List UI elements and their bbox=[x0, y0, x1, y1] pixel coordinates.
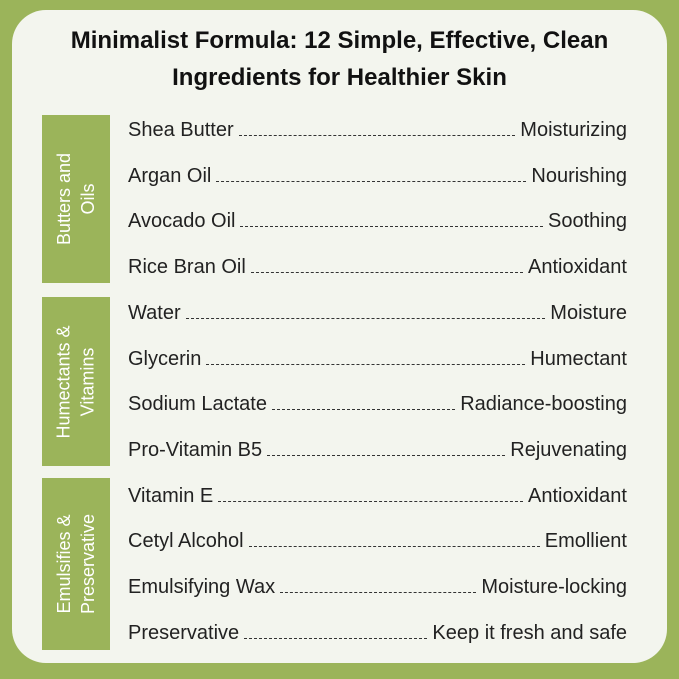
dotted-leader bbox=[206, 363, 526, 365]
dotted-leader bbox=[271, 409, 456, 411]
ingredient-benefit: Antioxidant bbox=[528, 256, 627, 279]
ingredient-benefit: Moisture bbox=[550, 301, 627, 324]
ingredient-benefit: Nourishing bbox=[531, 164, 627, 187]
ingredient-name: Argan Oil bbox=[128, 164, 212, 187]
group-label: Butters and Oils bbox=[54, 152, 98, 246]
ingredient-row: Pro-Vitamin B5 Rejuvenating bbox=[128, 432, 627, 462]
ingredient-name: Water bbox=[128, 301, 181, 324]
ingredient-row: Glycerin Humectant bbox=[128, 341, 627, 371]
ingredient-name: Pro-Vitamin B5 bbox=[128, 438, 263, 461]
group-label: Emulsifies & Preservative bbox=[54, 513, 99, 615]
ingredient-benefit: Moisturizing bbox=[520, 119, 627, 141]
ingredient-row: Water Moisture bbox=[128, 295, 627, 325]
ingredient-row: Cetyl Alcohol Emollient bbox=[128, 523, 627, 553]
dotted-leader bbox=[248, 546, 540, 548]
ingredient-benefit: Antioxidant bbox=[528, 484, 627, 507]
page-title: Minimalist Formula: 12 Simple, Effective… bbox=[0, 22, 679, 96]
ingredient-benefit: Moisture-locking bbox=[481, 576, 627, 598]
group-humectants-vitamins: Humectants & Vitamins bbox=[42, 297, 110, 466]
ingredient-name: Vitamin E bbox=[128, 484, 214, 507]
ingredient-name: Rice Bran Oil bbox=[128, 256, 246, 279]
ingredient-row: Avocado Oil Soothing bbox=[128, 203, 627, 233]
dotted-leader bbox=[240, 226, 544, 228]
ingredient-row: Argan Oil Nourishing bbox=[128, 158, 627, 188]
ingredient-name: Cetyl Alcohol bbox=[128, 530, 244, 553]
ingredient-benefit: Emollient bbox=[544, 530, 627, 553]
dotted-leader bbox=[280, 592, 477, 593]
dotted-leader bbox=[250, 272, 524, 274]
ingredient-row: Vitamin E Antioxidant bbox=[128, 478, 627, 508]
ingredient-row: Rice Bran Oil Antioxidant bbox=[128, 249, 627, 279]
ingredient-name: Emulsifying Wax bbox=[128, 576, 276, 598]
ingredient-name: Glycerin bbox=[128, 347, 202, 370]
ingredient-benefit: Keep it fresh and safe bbox=[432, 621, 627, 644]
ingredient-benefit: Rejuvenating bbox=[510, 438, 627, 461]
ingredient-row: Preservative Keep it fresh and safe bbox=[128, 615, 627, 645]
dotted-leader bbox=[216, 180, 527, 182]
content-card bbox=[12, 10, 667, 663]
group-label: Humectants & Vitamins bbox=[54, 324, 99, 439]
title-line-2: Ingredients for Healthier Skin bbox=[172, 64, 507, 91]
dotted-leader bbox=[244, 637, 428, 639]
ingredient-row: Sodium Lactate Radiance-boosting bbox=[128, 386, 627, 416]
group-butters-oils: Butters and Oils bbox=[42, 115, 110, 283]
dotted-leader bbox=[267, 454, 506, 456]
ingredient-benefit: Humectant bbox=[530, 347, 627, 370]
ingredient-name: Shea Butter bbox=[128, 119, 234, 141]
ingredient-name: Preservative bbox=[128, 621, 240, 644]
ingredient-row: Shea Butter Moisturizing bbox=[128, 112, 627, 142]
ingredient-benefit: Soothing bbox=[548, 210, 627, 233]
dotted-leader bbox=[238, 135, 516, 136]
ingredient-benefit: Radiance-boosting bbox=[460, 393, 627, 416]
dotted-leader bbox=[218, 500, 524, 502]
ingredient-row: Emulsifying Wax Moisture-locking bbox=[128, 569, 627, 599]
group-emulsifiers-preservative: Emulsifies & Preservative bbox=[42, 478, 110, 650]
ingredient-name: Sodium Lactate bbox=[128, 393, 267, 416]
ingredient-name: Avocado Oil bbox=[128, 210, 236, 233]
dotted-leader bbox=[185, 317, 546, 319]
title-line-1: Minimalist Formula: 12 Simple, Effective… bbox=[70, 27, 609, 54]
